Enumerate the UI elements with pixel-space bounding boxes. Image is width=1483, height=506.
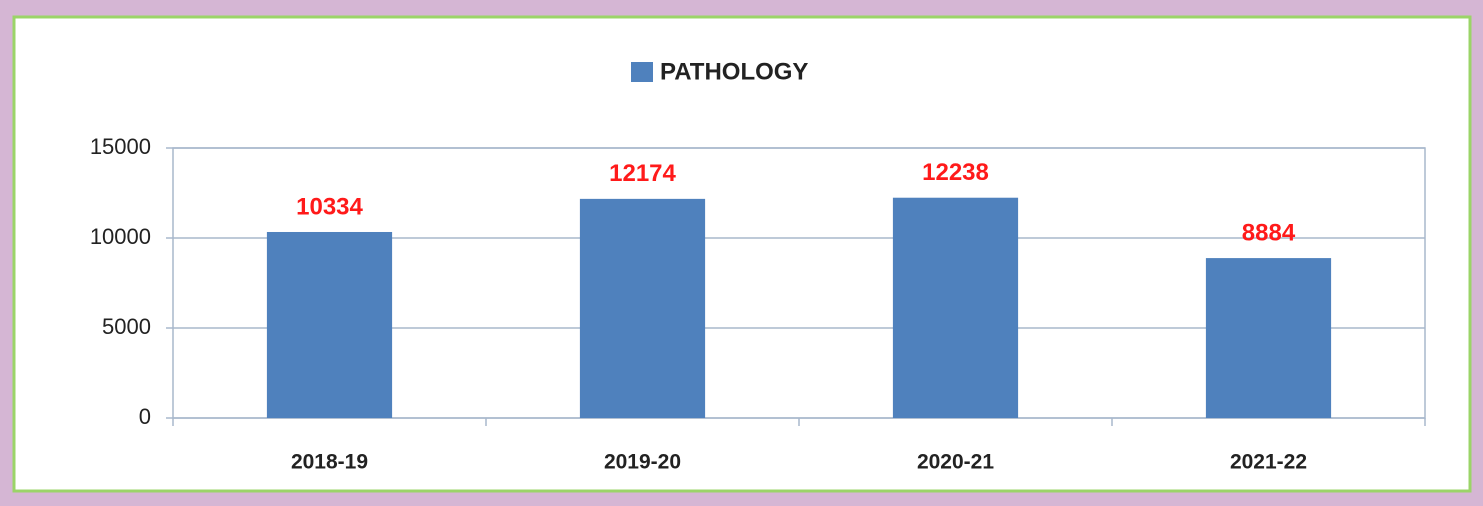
data-label: 12238 [922, 159, 989, 186]
bar [1205, 258, 1332, 418]
data-label: 12174 [609, 160, 676, 187]
y-tick-label: 10000 [90, 224, 151, 249]
chart-panel [12, 15, 1472, 493]
x-tick-label: 2018-19 [291, 451, 368, 474]
x-tick-label: 2020-21 [917, 451, 994, 474]
x-tick-label: 2021-22 [1230, 451, 1307, 474]
data-label: 8884 [1242, 219, 1296, 246]
legend-swatch [631, 62, 653, 82]
y-tick-label: 5000 [102, 314, 151, 339]
bar [579, 198, 706, 418]
data-label: 10334 [296, 193, 363, 220]
bar [892, 197, 1019, 418]
legend-label: PATHOLOGY [660, 58, 808, 85]
y-tick-label: 15000 [90, 134, 151, 159]
bar [266, 231, 393, 418]
y-tick-label: 0 [139, 404, 151, 429]
x-tick-label: 2019-20 [604, 451, 681, 474]
